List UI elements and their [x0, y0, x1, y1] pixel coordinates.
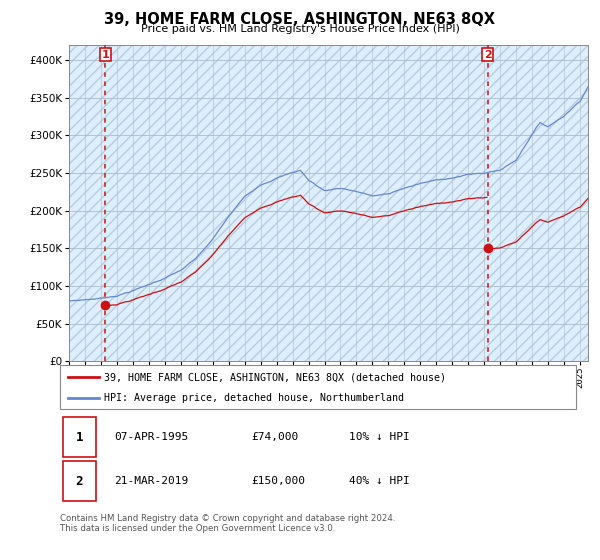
Text: £150,000: £150,000 — [251, 476, 305, 486]
Text: 2: 2 — [484, 49, 491, 59]
Text: Contains HM Land Registry data © Crown copyright and database right 2024.
This d: Contains HM Land Registry data © Crown c… — [60, 514, 395, 534]
FancyBboxPatch shape — [62, 461, 96, 501]
Text: HPI: Average price, detached house, Northumberland: HPI: Average price, detached house, Nort… — [104, 393, 404, 403]
Text: 1: 1 — [101, 49, 109, 59]
Text: 07-APR-1995: 07-APR-1995 — [114, 432, 188, 442]
Text: 39, HOME FARM CLOSE, ASHINGTON, NE63 8QX: 39, HOME FARM CLOSE, ASHINGTON, NE63 8QX — [104, 12, 496, 27]
Text: 10% ↓ HPI: 10% ↓ HPI — [349, 432, 410, 442]
Text: 39, HOME FARM CLOSE, ASHINGTON, NE63 8QX (detached house): 39, HOME FARM CLOSE, ASHINGTON, NE63 8QX… — [104, 372, 446, 382]
Text: 1: 1 — [76, 431, 83, 444]
Text: 40% ↓ HPI: 40% ↓ HPI — [349, 476, 410, 486]
Text: Price paid vs. HM Land Registry's House Price Index (HPI): Price paid vs. HM Land Registry's House … — [140, 24, 460, 34]
FancyBboxPatch shape — [62, 417, 96, 457]
Text: 2: 2 — [76, 474, 83, 488]
Text: 21-MAR-2019: 21-MAR-2019 — [114, 476, 188, 486]
FancyBboxPatch shape — [60, 365, 576, 409]
Text: £74,000: £74,000 — [251, 432, 298, 442]
